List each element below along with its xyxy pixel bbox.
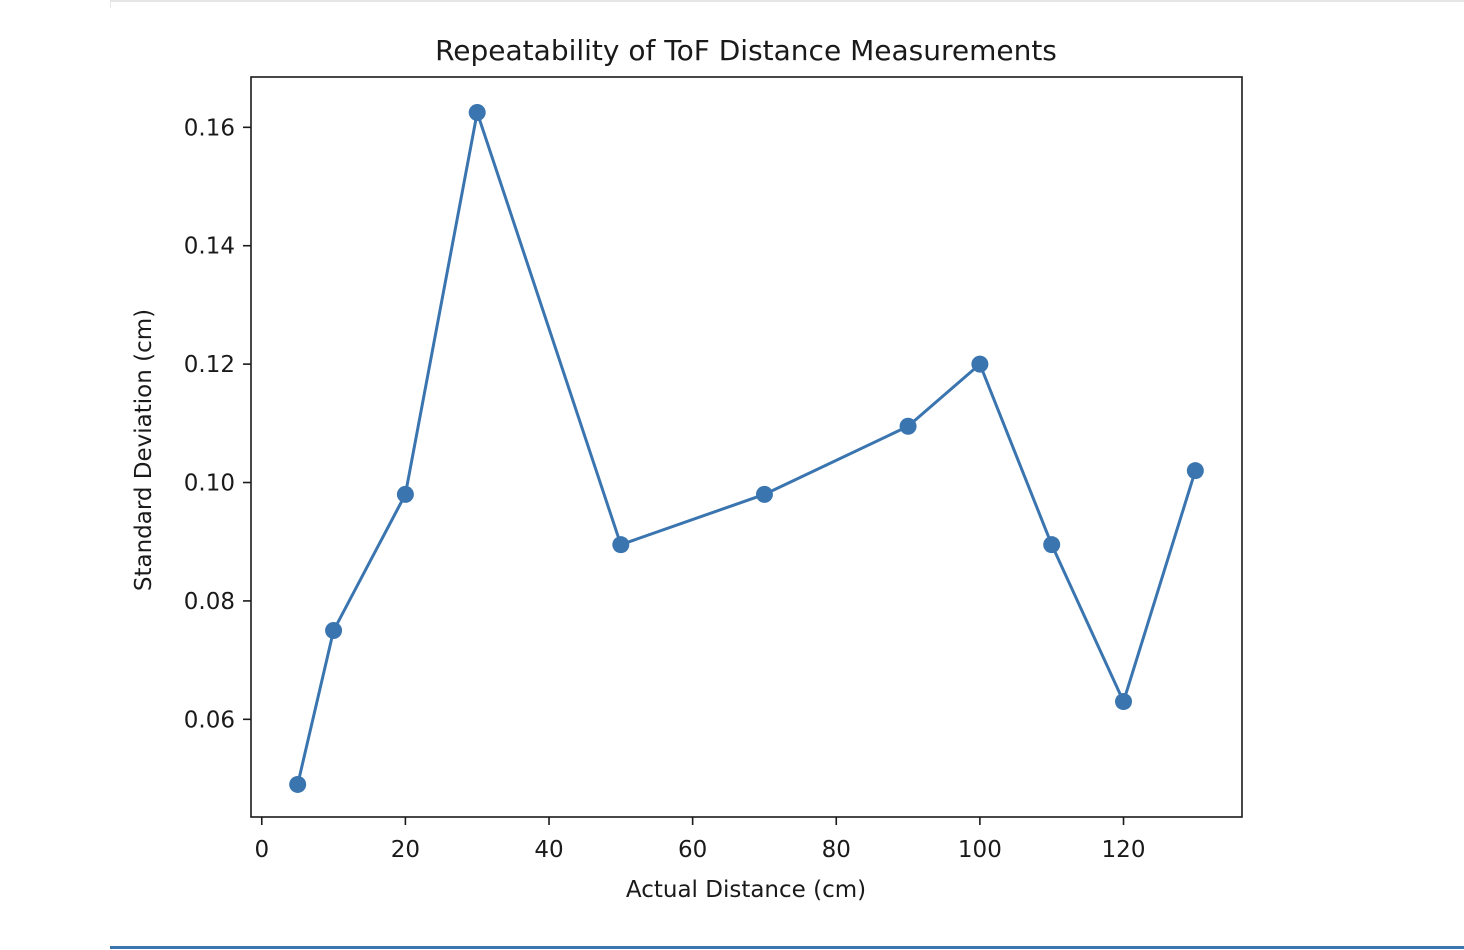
y-tick-label: 0.10: [184, 471, 235, 497]
data-point: [1043, 536, 1061, 554]
bottom-divider: [110, 946, 1464, 949]
chart-title: Repeatability of ToF Distance Measuremen…: [435, 34, 1057, 67]
plot-area-frame: [250, 76, 1243, 818]
x-tick-label: 100: [958, 837, 1002, 863]
data-point: [899, 417, 917, 435]
data-point: [468, 104, 486, 122]
x-tick-label: 0: [254, 837, 269, 863]
y-axis-title: Standard Deviation (cm): [131, 309, 157, 591]
data-point: [1186, 462, 1204, 480]
x-tick-label: 20: [391, 837, 420, 863]
y-tick-label: 0.08: [184, 589, 235, 615]
top-divider: [110, 0, 1464, 2]
data-point: [755, 485, 773, 503]
data-point: [325, 622, 343, 640]
data-point: [1115, 693, 1133, 711]
left-divider: [110, 0, 111, 8]
y-tick-label: 0.06: [184, 707, 235, 733]
y-tick-label: 0.16: [184, 115, 235, 141]
x-tick-label: 80: [822, 837, 851, 863]
y-tick-label: 0.14: [184, 234, 235, 260]
series-layer: [289, 104, 1204, 793]
y-axis: 0.06 0.08 0.10 0.12 0.14 0.16: [184, 115, 251, 733]
x-axis-title: Actual Distance (cm): [626, 877, 866, 903]
data-point: [396, 485, 414, 503]
x-tick-label: 60: [678, 837, 707, 863]
series-line: [296, 111, 1197, 785]
x-tick-label: 40: [534, 837, 563, 863]
data-point: [289, 775, 307, 793]
x-tick-label: 120: [1102, 837, 1146, 863]
x-axis: 0 20 40 60 80 100 120: [254, 817, 1145, 863]
data-point: [971, 355, 989, 373]
y-tick-label: 0.12: [184, 352, 235, 378]
data-point: [612, 536, 630, 554]
